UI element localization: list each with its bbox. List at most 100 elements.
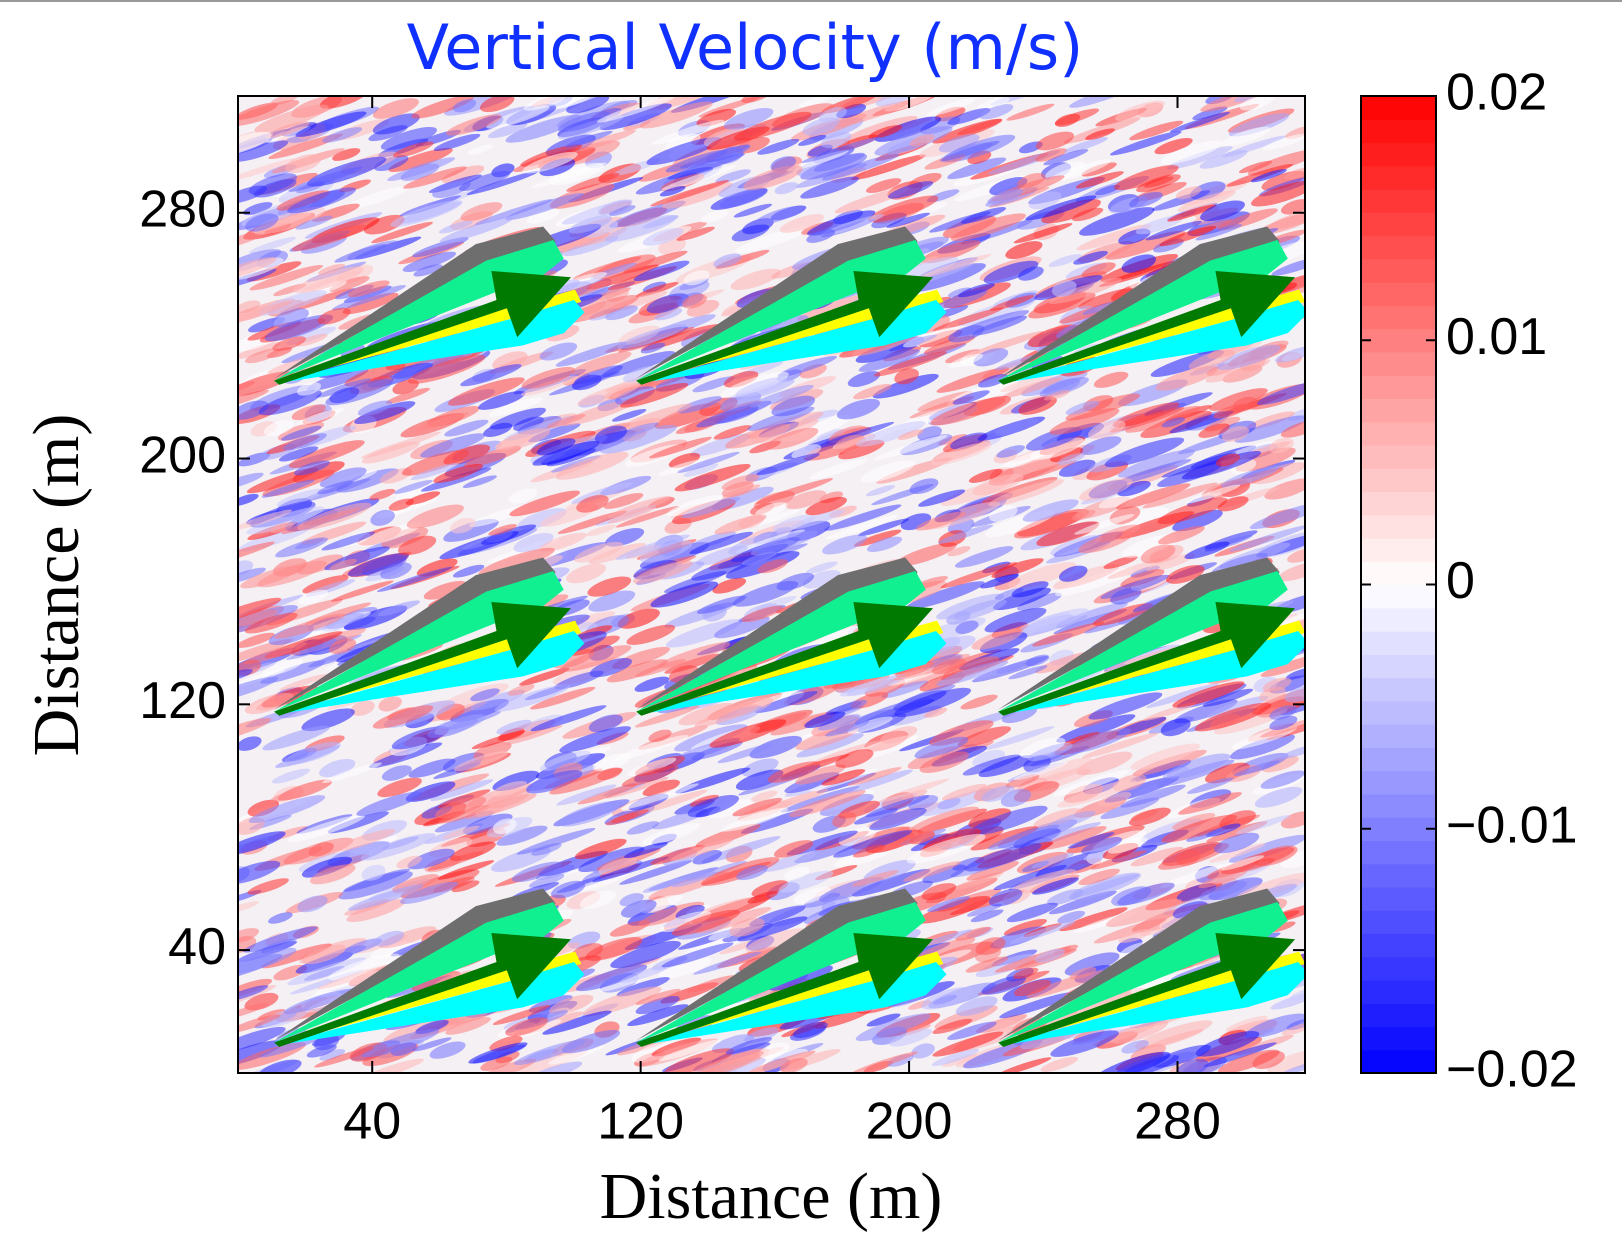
streak xyxy=(1022,499,1079,522)
streak xyxy=(689,531,753,554)
streak xyxy=(942,215,997,239)
streak xyxy=(803,625,860,648)
streak xyxy=(530,705,607,732)
streak xyxy=(851,870,899,887)
arrow-part xyxy=(998,226,1280,379)
streak xyxy=(576,872,629,892)
streak xyxy=(363,214,405,235)
streak xyxy=(865,178,902,193)
streak xyxy=(331,829,396,852)
streak xyxy=(948,324,985,343)
streak xyxy=(400,881,459,904)
streak xyxy=(1161,814,1237,843)
colorbar-band xyxy=(1361,1003,1436,1028)
x-tick-label: 280 xyxy=(1134,1093,1221,1151)
streak xyxy=(1063,994,1126,1019)
streak xyxy=(795,764,846,785)
streak xyxy=(416,558,458,577)
streak xyxy=(571,129,636,153)
streak xyxy=(1130,743,1201,770)
streak xyxy=(658,459,705,476)
streak xyxy=(248,236,297,254)
streak xyxy=(780,1058,808,1073)
streak xyxy=(486,105,550,129)
streak xyxy=(1250,169,1287,183)
streak xyxy=(1144,1029,1204,1050)
streak xyxy=(733,111,812,141)
streak xyxy=(838,826,877,846)
streak xyxy=(1221,126,1271,147)
streak xyxy=(1117,882,1175,906)
streak xyxy=(555,341,628,367)
streak xyxy=(486,788,530,809)
streak xyxy=(931,658,966,675)
streak xyxy=(272,336,306,352)
streak xyxy=(721,484,761,499)
streak xyxy=(546,272,608,295)
streak xyxy=(1194,702,1272,732)
streak xyxy=(773,840,814,858)
streak xyxy=(1117,449,1196,478)
streak xyxy=(1008,665,1048,680)
streak xyxy=(619,860,693,885)
arrow-part xyxy=(636,557,918,710)
streak xyxy=(691,555,760,581)
streak xyxy=(908,795,939,811)
streak xyxy=(1074,514,1135,535)
streak xyxy=(665,150,728,173)
streak xyxy=(914,736,969,759)
colorbar-band xyxy=(1361,584,1436,609)
streak xyxy=(1057,779,1137,808)
streak xyxy=(1130,974,1179,994)
streak xyxy=(615,386,656,405)
streak xyxy=(509,490,581,517)
streak xyxy=(1260,770,1305,789)
streak xyxy=(639,540,693,563)
streak xyxy=(1109,1019,1169,1044)
streak xyxy=(1053,564,1120,590)
streak xyxy=(1143,702,1198,721)
streak xyxy=(836,699,867,713)
streak xyxy=(903,861,962,882)
streak xyxy=(1107,837,1148,854)
streak xyxy=(736,864,768,881)
streak xyxy=(949,353,984,368)
streak xyxy=(683,463,719,477)
streak xyxy=(1100,797,1160,820)
streak xyxy=(1031,852,1075,869)
streak xyxy=(967,903,1002,917)
streak xyxy=(1234,415,1305,443)
streak xyxy=(283,989,354,1014)
arrow-part xyxy=(274,271,571,385)
streak xyxy=(973,348,1009,367)
streak xyxy=(988,505,1018,522)
streak xyxy=(1217,208,1278,231)
streak xyxy=(1256,380,1305,405)
streak xyxy=(661,942,734,968)
streak xyxy=(635,995,680,1015)
streak xyxy=(238,1026,286,1053)
arrow-part xyxy=(636,271,934,385)
streak xyxy=(1112,402,1180,428)
streak xyxy=(753,490,795,510)
streak xyxy=(238,978,273,998)
streak xyxy=(1050,535,1102,556)
streak xyxy=(732,797,783,817)
streak xyxy=(930,397,1006,426)
streak xyxy=(657,642,731,669)
streak xyxy=(671,909,741,936)
streak xyxy=(1032,877,1079,895)
colorbar-band xyxy=(1361,328,1436,353)
streak xyxy=(619,893,644,907)
arrow-part xyxy=(636,888,918,1041)
streak xyxy=(620,964,672,983)
streak xyxy=(874,116,942,142)
streak xyxy=(954,546,1014,568)
arrow-part xyxy=(998,299,1305,384)
streak xyxy=(822,534,868,555)
streak xyxy=(574,226,627,247)
streak xyxy=(1055,602,1128,628)
streak xyxy=(1186,484,1241,504)
streak xyxy=(238,131,272,156)
streak xyxy=(1035,131,1075,151)
